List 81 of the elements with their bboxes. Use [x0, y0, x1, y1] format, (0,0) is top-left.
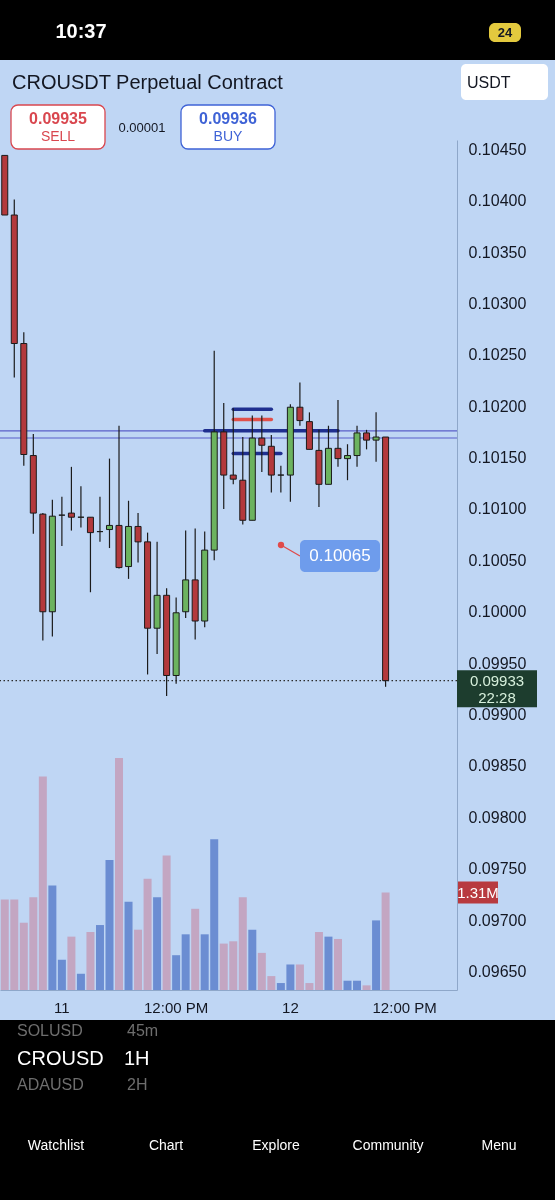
x-tick-label: 12: [282, 998, 299, 1016]
bar: [143, 878, 152, 990]
chart-title: CROUSDT Perpetual Contract: [12, 71, 284, 93]
text: Menu: [481, 1137, 517, 1153]
text: CROUSD: [17, 1047, 104, 1069]
candlestick: [296, 381, 304, 427]
y-tick-label: 0.10450: [468, 140, 527, 158]
bar: [314, 932, 323, 990]
text: Explore: [252, 1137, 300, 1153]
bar: [124, 901, 133, 990]
y-tick-label: 0.10050: [468, 551, 527, 569]
x-tick-label: 11: [54, 998, 70, 1016]
candlestick: [229, 407, 237, 485]
bar: [362, 985, 371, 990]
candlestick: [67, 466, 75, 532]
bar: [248, 929, 257, 990]
y-tick-label: 0.09950: [468, 654, 527, 672]
text: 22:28: [478, 688, 516, 706]
bar: [172, 955, 181, 990]
bar: [238, 897, 247, 990]
text: 2H: [127, 1076, 148, 1093]
bar: [162, 855, 171, 990]
candlestick: [258, 414, 266, 473]
y-tick-label: 0.10150: [468, 449, 527, 467]
candlestick: [86, 516, 94, 593]
candlestick: [134, 512, 142, 564]
text: 0.09935: [29, 110, 88, 127]
y-tick-label: 0.10250: [468, 346, 527, 364]
candlestick: [353, 425, 361, 468]
y-tick-label: 0.09900: [468, 706, 527, 724]
y-tick-label: 0.10000: [468, 603, 527, 621]
text: Community: [352, 1137, 424, 1153]
candlestick: [105, 458, 113, 549]
bar: [57, 959, 66, 990]
candlestick: [334, 399, 342, 468]
y-tick-label: 0.10400: [468, 192, 527, 210]
text: 45m: [127, 1022, 159, 1039]
y-tick-label: 0.10200: [468, 397, 527, 415]
y-tick-label: 0.09850: [468, 757, 527, 775]
candlestick: [372, 411, 380, 463]
x-tick-label: 12:00 PM: [144, 998, 209, 1016]
annotation: BUY: [213, 128, 244, 144]
y-tick-label: 0.09700: [468, 911, 527, 929]
bar: [324, 936, 333, 990]
bar: [333, 938, 342, 990]
annotation: 0.10065: [309, 546, 371, 565]
text: 0.09936: [199, 110, 258, 127]
bar: [86, 932, 95, 990]
y-tick-label: 0.09750: [468, 860, 527, 878]
bar: [76, 973, 85, 990]
y-tick-label: 0.09650: [468, 963, 527, 980]
text: Chart: [148, 1137, 184, 1153]
text: ADAUSD: [17, 1076, 84, 1093]
bar: [153, 897, 162, 990]
y-tick-label: 0.09800: [468, 808, 527, 826]
bar: [38, 776, 47, 990]
bar: [181, 934, 190, 990]
annotation: SELL: [40, 128, 76, 144]
ref-line-label: 0.09933: [469, 671, 525, 689]
bar: [67, 936, 76, 990]
bar: [191, 908, 200, 990]
y-tick-label: 0.10300: [468, 294, 527, 312]
text: 1H: [124, 1047, 150, 1069]
text: SOLUSD: [17, 1022, 83, 1039]
annotation: 1.31M: [457, 883, 499, 901]
x-tick-label: 12:00 PM: [372, 998, 437, 1016]
bar: [134, 929, 143, 990]
candlestick: [344, 443, 352, 481]
y-tick-label: 0.10100: [468, 500, 527, 518]
text: USDT: [467, 74, 511, 91]
bar: [381, 892, 390, 990]
bar: [48, 885, 57, 990]
candlestick: [363, 429, 371, 450]
text: Watchlist: [27, 1137, 85, 1153]
candlestick: [277, 465, 285, 494]
bar: [372, 920, 381, 990]
text: 0.00001: [118, 120, 166, 135]
bar: [115, 758, 124, 990]
y-tick-label: 0.10350: [468, 243, 527, 261]
text: 10:37: [55, 20, 107, 42]
text: 24: [497, 25, 513, 40]
